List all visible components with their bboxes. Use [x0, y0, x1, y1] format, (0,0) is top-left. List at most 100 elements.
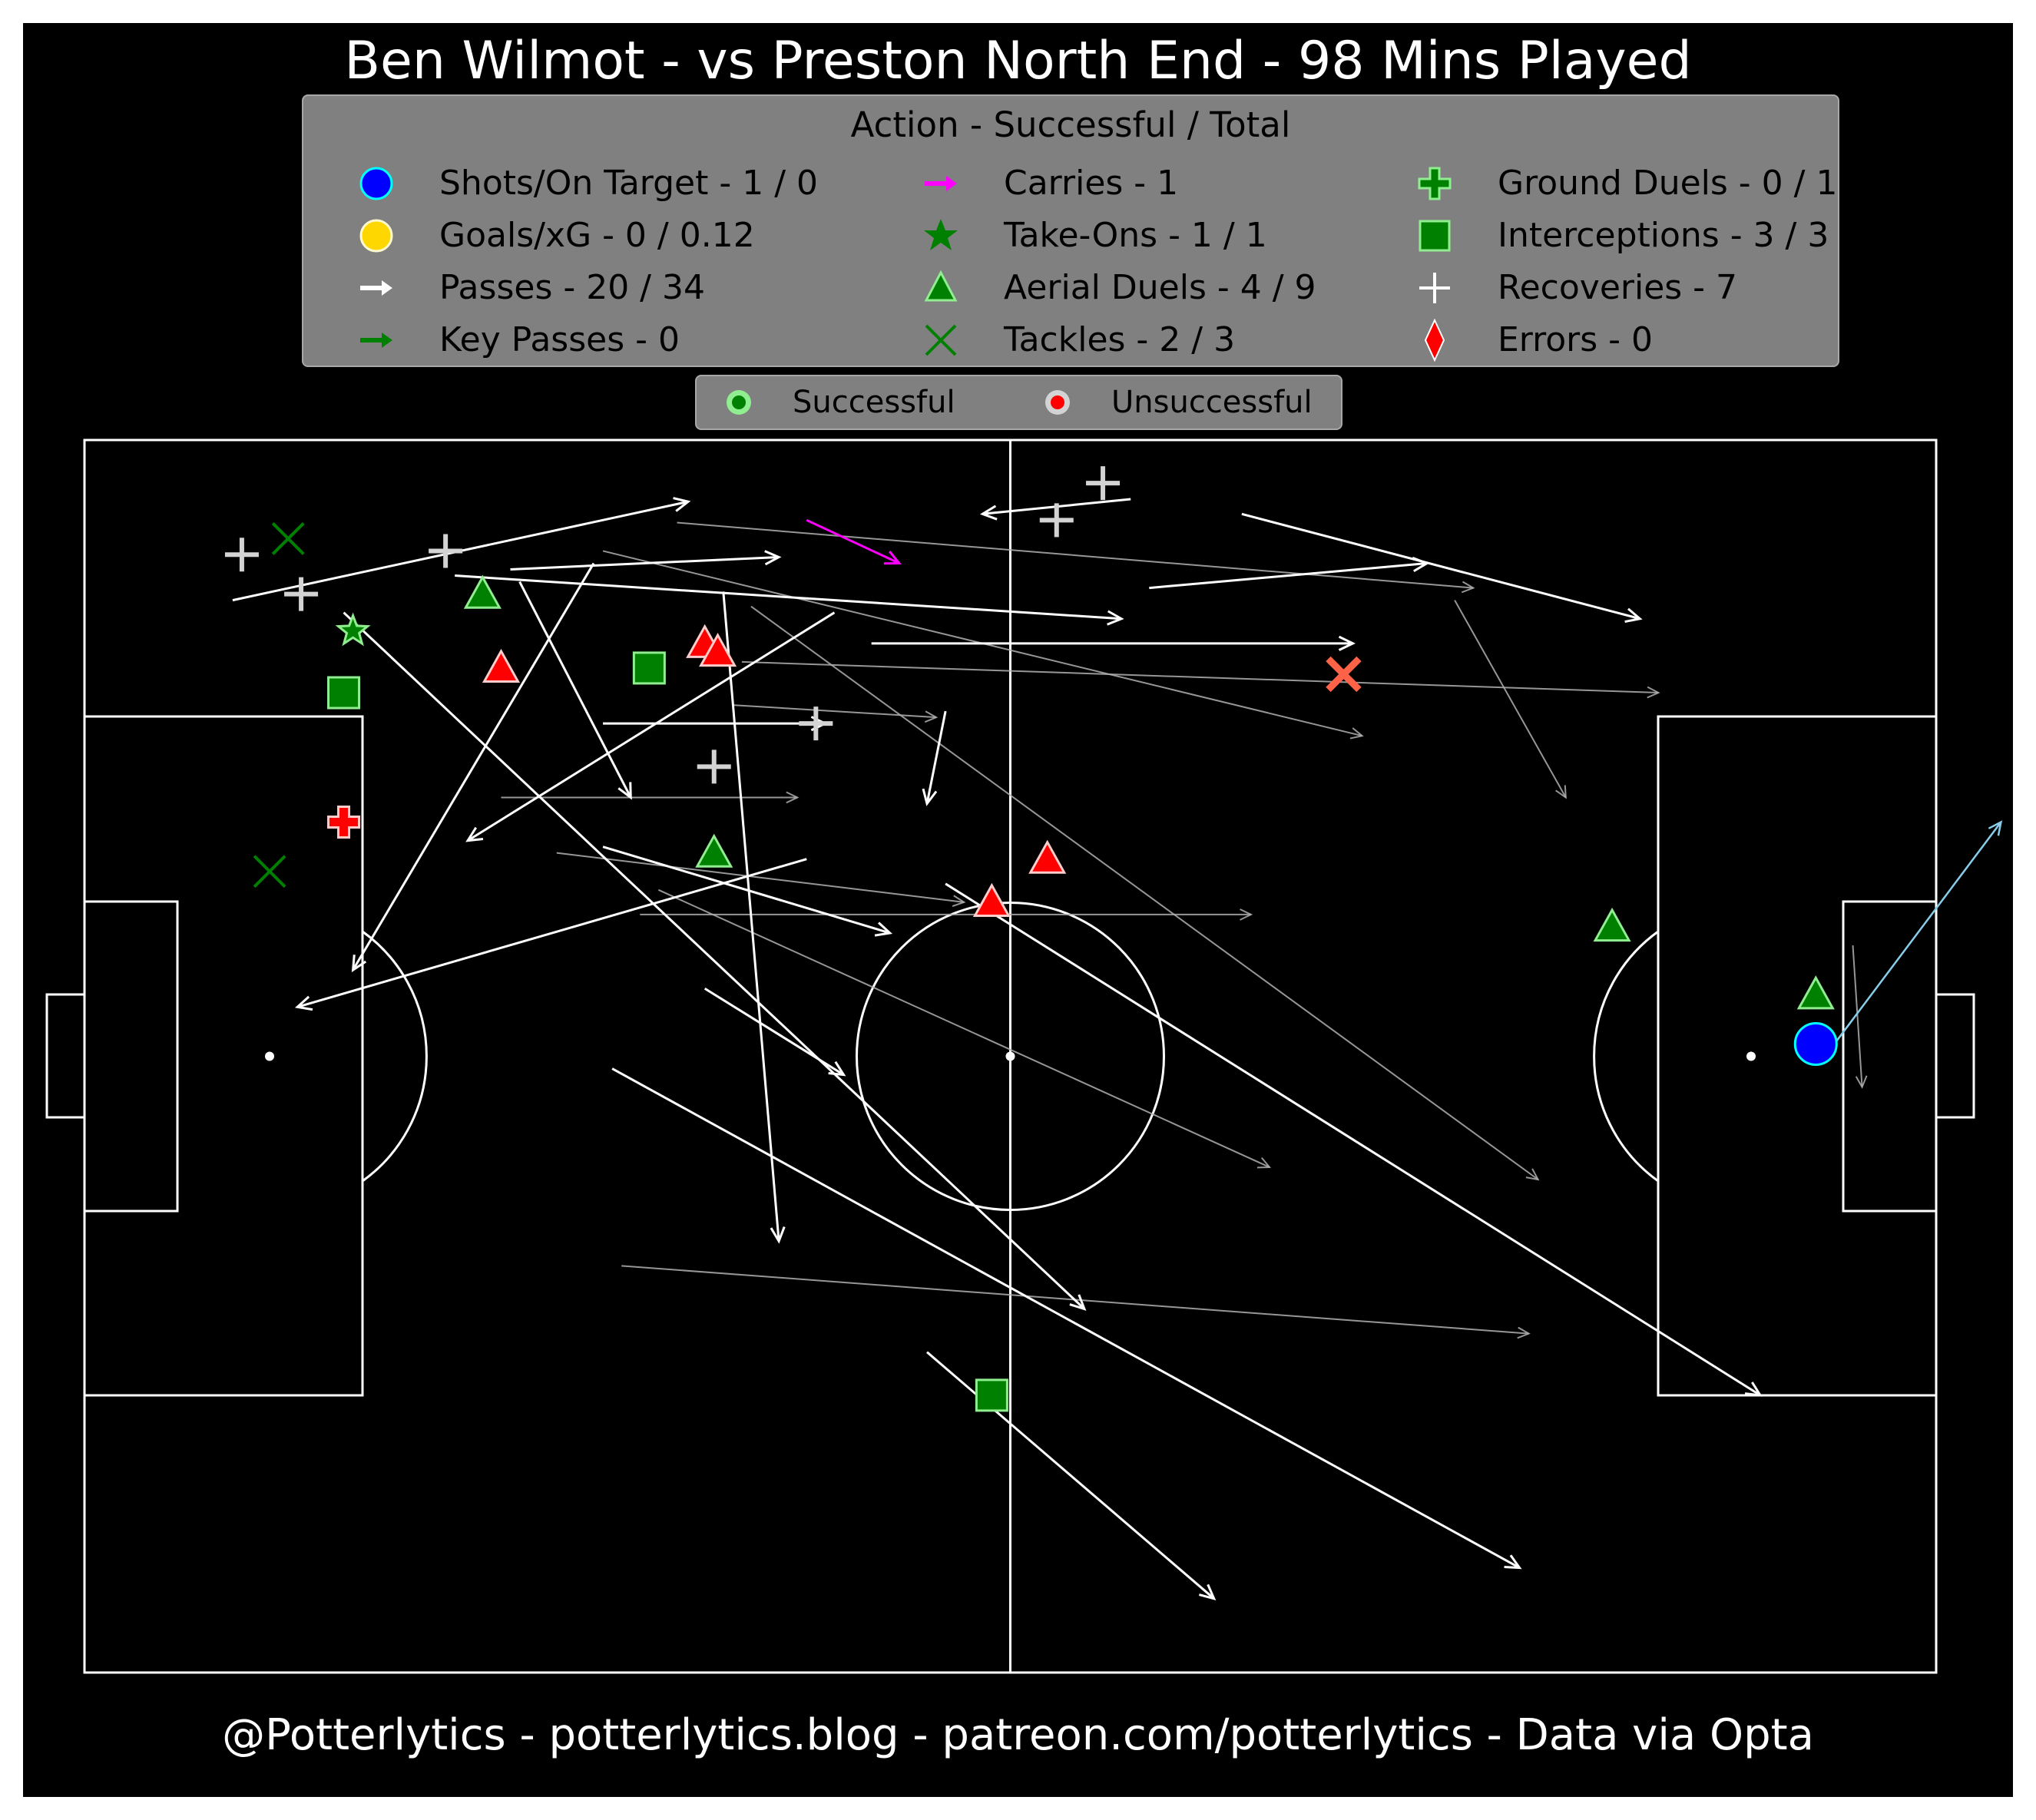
successful-pass-arrow — [455, 574, 1124, 626]
successful-pass-arrow — [510, 550, 782, 571]
unsuccessful-dot-icon — [1045, 390, 1070, 415]
unsuccessful-pass-arrow-head — [1349, 727, 1364, 740]
successful-passes — [232, 497, 1763, 1600]
unsuccessful-pass-arrow — [750, 605, 1540, 1181]
tackle-stroke-b — [271, 521, 305, 555]
successful-pass-arrow-shaft — [518, 581, 632, 799]
successful-pass-arrow — [603, 716, 828, 732]
unsuccessful-pass-arrow — [621, 1265, 1531, 1339]
unsuccessful-pass-arrow-head — [1240, 908, 1253, 921]
successful-pass-arrow — [922, 710, 947, 806]
status-label-unsuccessful: Unsuccessful — [1111, 385, 1313, 420]
successful-pass-arrow — [343, 611, 1087, 1311]
right-goal — [1935, 993, 1975, 1119]
successful-pass-arrow-head — [351, 955, 367, 973]
tackle-stroke-b — [253, 855, 286, 888]
right-penalty-arc — [1593, 930, 1659, 1183]
unsuccessful-pass-arrow-shaft — [556, 852, 965, 903]
successful-pass-arrow — [611, 1067, 1522, 1570]
action-legend: Action - Successful / Total Shots/On Tar… — [302, 94, 1839, 367]
recovery-marker — [697, 750, 731, 784]
legend-label-tackles: Tackles - 2 / 3 — [1004, 320, 1236, 359]
aerial-duel-lost-marker — [972, 882, 1011, 917]
diamond-icon — [1424, 319, 1445, 362]
shot-line-arrow-head — [1988, 820, 2003, 836]
recovery-marker — [1039, 503, 1074, 538]
right-six-yard-box — [1842, 900, 1938, 1213]
unsuccessful-pass-arrow-shaft — [677, 521, 1474, 589]
x-icon — [925, 324, 957, 356]
successful-pass-arrow-shaft — [510, 555, 780, 571]
recovery-marker — [284, 577, 319, 611]
successful-pass-arrow — [351, 562, 595, 973]
successful-pass-arrow-head — [617, 782, 632, 800]
unsuccessful-pass-arrow — [657, 888, 1272, 1169]
successful-pass-arrow-shaft — [1241, 512, 1640, 620]
aerial-duel-lost-marker — [699, 632, 737, 667]
successful-pass-arrow-shaft — [352, 562, 595, 971]
unsuccessful-pass-arrow-head — [1855, 1075, 1868, 1089]
right-penalty-spot — [1746, 1051, 1756, 1061]
unsuccessful-passes — [501, 521, 1868, 1339]
unsuccessful-pass-arrow-head — [1647, 686, 1660, 699]
aerial-duel-lost-marker — [1028, 839, 1067, 874]
unsuccessful-pass-arrow-head — [786, 791, 800, 804]
interception-square-marker — [327, 676, 361, 710]
recovery-marker — [429, 534, 463, 568]
unsuccessful-pass-arrow-shaft — [741, 660, 1659, 694]
shot-line-arrow — [1833, 820, 2003, 1045]
unsuccessful-pass-arrow-head — [1525, 1168, 1540, 1181]
successful-pass-arrow — [294, 858, 807, 1011]
interception-square-marker — [632, 651, 666, 685]
successful-pass-arrow-head — [874, 922, 893, 937]
recovery-marker — [224, 538, 259, 572]
unsuccessful-pass-arrow — [1454, 600, 1567, 799]
unsuccessful-pass-arrow — [741, 660, 1660, 699]
tackle-stroke-b — [1326, 656, 1362, 693]
aerial-duel-won-marker — [1796, 975, 1835, 1010]
unsuccessful-pass-arrow — [556, 852, 966, 907]
successful-pass-arrow — [871, 635, 1356, 651]
legend-label-carries: Carries - 1 — [1004, 164, 1179, 203]
successful-pass-arrow — [465, 611, 836, 842]
status-label-successful: Successful — [793, 385, 955, 420]
unsuccessful-pass-arrow-head — [924, 710, 939, 723]
successful-pass-arrow-shaft — [926, 1351, 1215, 1600]
left-penalty-arc — [362, 930, 428, 1183]
legend-label-recoveries: Recoveries - 7 — [1498, 268, 1738, 307]
legend-label-aerial-duels: Aerial Duels - 4 / 9 — [1004, 268, 1316, 307]
successful-pass-arrow-shaft — [1149, 562, 1428, 590]
left-penalty-box — [83, 715, 364, 1397]
key-pass-arrow-icon — [360, 333, 392, 348]
successful-pass-arrow-head — [1107, 610, 1124, 626]
successful-pass-arrow-shaft — [602, 845, 891, 935]
successful-pass-arrow-head — [979, 505, 998, 521]
unsuccessful-pass-arrow-shaft — [750, 605, 1539, 1180]
successful-pass-arrow — [1149, 557, 1430, 590]
successful-pass-arrow-shaft — [296, 858, 807, 1008]
successful-pass-arrow-shaft — [611, 1067, 1521, 1569]
successful-pass-arrow-shaft — [925, 710, 947, 804]
legend-title: Action - Successful / Total — [850, 104, 1291, 145]
successful-pass-arrow — [945, 882, 1763, 1397]
left-penalty-spot — [265, 1051, 274, 1061]
legend-label-interceptions: Interceptions - 3 / 3 — [1498, 216, 1829, 255]
successful-pass-arrow — [926, 1351, 1217, 1600]
successful-pass-arrow-head — [770, 1226, 786, 1244]
shot-circle-icon — [359, 167, 393, 200]
plus-bold-icon — [1418, 167, 1452, 200]
unsuccessful-pass-arrow — [501, 791, 800, 804]
tackle-successful-marker — [271, 521, 305, 555]
aerial-duel-won-marker — [1593, 907, 1631, 942]
shot-line-arrow-shaft — [1833, 821, 2002, 1045]
unsuccessful-pass-arrow — [640, 908, 1253, 921]
unsuccessful-pass-arrow — [732, 704, 939, 723]
carry-arrow — [806, 518, 902, 565]
legend-label-goals: Goals/xG - 0 / 0.12 — [439, 216, 755, 255]
legend-label-key-passes: Key Passes - 0 — [439, 320, 680, 359]
successful-pass-arrow-head — [828, 1061, 846, 1077]
aerial-duel-won-marker — [463, 574, 502, 609]
interception-square-marker — [975, 1378, 1008, 1412]
aerial-duel-won-marker — [695, 833, 733, 868]
legend-label-errors: Errors - 0 — [1498, 320, 1654, 359]
